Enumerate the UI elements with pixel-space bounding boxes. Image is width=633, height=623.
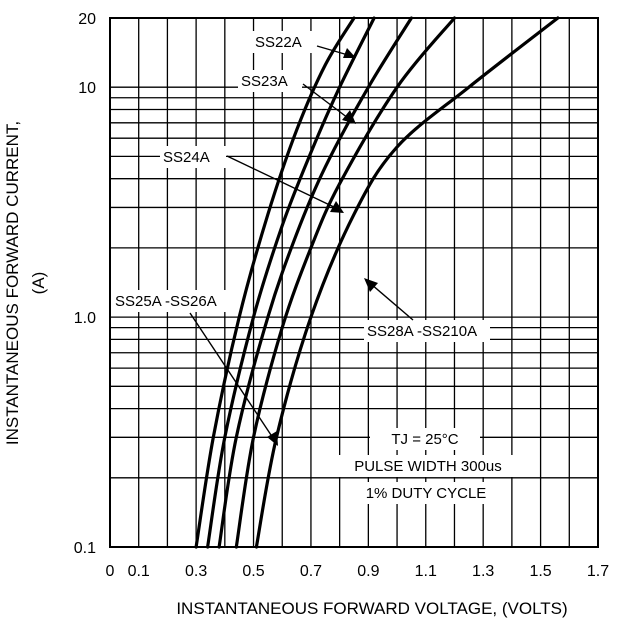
leader-ss24a — [226, 155, 337, 209]
arrowhead-ss28a — [364, 278, 378, 292]
cond-bg-tj — [370, 428, 480, 450]
leader-ss23a — [302, 83, 349, 119]
label-ss22a: SS22A — [255, 34, 302, 51]
cond-bg-pulse — [330, 455, 526, 477]
leader-ss22a — [316, 45, 349, 56]
x-tick-label: 0.5 — [242, 563, 264, 580]
label-bg-ss25a — [112, 290, 232, 312]
x-tick-label: 0.1 — [128, 563, 150, 580]
x-tick-labels: 0 0.1 0.3 0.5 0.7 0.9 1.1 1.3 1.5 1.7 — [106, 563, 610, 580]
label-bg-ss22a — [252, 31, 316, 53]
x-tick-label: 1.7 — [587, 563, 609, 580]
y-tick-label: 10 — [78, 80, 96, 97]
annotation-arrowheads — [267, 48, 378, 446]
leader-ss25a — [189, 312, 274, 439]
arrowhead-ss24a — [330, 201, 344, 213]
x-tick-label: 1.1 — [415, 563, 437, 580]
cond-bg-duty — [346, 482, 506, 504]
y-axis-title-line1: INSTANTANEOUS FORWARD CURRENT, — [3, 121, 22, 445]
y-tick-labels: 0.1 1.0 10 20 — [74, 11, 96, 557]
annotation-leaders — [189, 45, 414, 439]
x-tick-label: 0.7 — [300, 563, 322, 580]
y-tick-label: 1.0 — [74, 310, 96, 327]
x-axis-title: INSTANTANEOUS FORWARD VOLTAGE, (VOLTS) — [176, 599, 567, 618]
label-ss28a-ss210a: SS28A -SS210A — [367, 323, 477, 340]
label-bg-ss23a — [238, 70, 302, 92]
label-ss24a: SS24A — [163, 149, 210, 166]
x-tick-label: 1.3 — [472, 563, 494, 580]
curve-ss25a-ss26a — [234, 16, 457, 549]
label-ss23a: SS23A — [241, 73, 288, 90]
x-tick-label: 0.3 — [185, 563, 207, 580]
x-tick-label: 0.9 — [357, 563, 379, 580]
arrowhead-ss23a — [342, 110, 356, 124]
x-tick-label: 0 — [106, 563, 115, 580]
x-tick-label: 1.5 — [529, 563, 551, 580]
label-ss25a-ss26a: SS25A -SS26A — [115, 293, 217, 310]
condition-duty-cycle: 1% DUTY CYCLE — [366, 485, 487, 502]
arrowhead-ss25a — [267, 431, 278, 446]
curve-ss22a — [194, 16, 356, 549]
label-bg-ss24a — [160, 146, 226, 168]
curve-ss23a — [206, 16, 376, 549]
y-tick-label: 0.1 — [74, 540, 96, 557]
y-tick-label: 20 — [78, 11, 96, 28]
label-bg-ss28a — [364, 320, 490, 342]
arrowhead-ss22a — [343, 48, 356, 58]
leader-ss28a — [370, 283, 414, 321]
y-axis-title-line2: (A) — [29, 272, 48, 295]
curve-ss24a — [217, 16, 413, 549]
condition-pulse-width: PULSE WIDTH 300us — [354, 458, 502, 475]
condition-tj: TJ = 25°C — [391, 431, 458, 448]
